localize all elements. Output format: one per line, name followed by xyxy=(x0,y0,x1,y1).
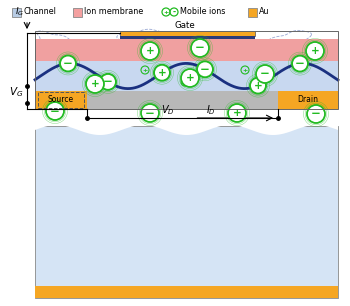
Text: −: − xyxy=(50,105,60,118)
Bar xyxy=(278,91,338,109)
Text: Ion membrane: Ion membrane xyxy=(84,8,143,17)
Polygon shape xyxy=(268,30,312,51)
Bar xyxy=(35,31,338,109)
Text: +: + xyxy=(146,46,154,56)
Circle shape xyxy=(141,104,159,122)
Circle shape xyxy=(86,75,104,93)
Bar xyxy=(12,8,21,17)
Text: +: + xyxy=(254,80,262,91)
Circle shape xyxy=(100,74,116,90)
Text: $V_G$: $V_G$ xyxy=(9,86,23,99)
Bar xyxy=(35,126,338,298)
Text: $I_D$: $I_D$ xyxy=(205,103,215,117)
Polygon shape xyxy=(216,52,264,70)
Circle shape xyxy=(46,102,64,120)
Polygon shape xyxy=(292,49,330,69)
Bar xyxy=(35,39,338,61)
Text: −: − xyxy=(63,57,73,70)
Circle shape xyxy=(306,42,324,60)
Text: +: + xyxy=(182,80,188,84)
Circle shape xyxy=(60,55,76,72)
Polygon shape xyxy=(178,75,224,95)
Circle shape xyxy=(256,65,274,83)
Polygon shape xyxy=(105,80,155,97)
Circle shape xyxy=(191,39,209,57)
Bar xyxy=(38,92,84,108)
Circle shape xyxy=(197,61,213,77)
Bar xyxy=(120,31,255,36)
Text: Au: Au xyxy=(259,8,270,17)
Text: +: + xyxy=(233,108,241,118)
Bar xyxy=(73,8,82,17)
Text: Source: Source xyxy=(48,95,74,105)
Text: Mobile ions: Mobile ions xyxy=(180,8,225,17)
Text: +: + xyxy=(186,73,194,83)
Text: Drain: Drain xyxy=(298,95,318,105)
Bar xyxy=(35,91,87,109)
Text: −: − xyxy=(103,75,113,88)
Text: +: + xyxy=(163,9,169,14)
Text: Gate: Gate xyxy=(175,21,195,31)
Bar xyxy=(35,61,338,91)
Text: −: − xyxy=(195,42,205,54)
Circle shape xyxy=(250,78,266,94)
Text: +: + xyxy=(142,68,148,73)
Text: +: + xyxy=(158,68,166,78)
Circle shape xyxy=(292,56,308,72)
Text: +: + xyxy=(88,80,93,84)
Text: −: − xyxy=(311,107,321,121)
Text: -: - xyxy=(173,8,176,17)
Text: +: + xyxy=(91,79,99,89)
Polygon shape xyxy=(248,76,292,96)
Text: Channel: Channel xyxy=(23,8,56,17)
Text: −: − xyxy=(145,106,155,120)
Polygon shape xyxy=(117,29,163,47)
Text: −: − xyxy=(200,63,210,76)
Bar xyxy=(248,8,257,17)
Bar xyxy=(35,91,338,109)
Text: +: + xyxy=(242,68,248,73)
Text: $I_G$: $I_G$ xyxy=(15,6,24,18)
Text: −: − xyxy=(260,68,270,80)
Text: −: − xyxy=(295,57,305,70)
Polygon shape xyxy=(48,71,89,92)
Circle shape xyxy=(307,105,325,123)
Bar xyxy=(120,36,255,39)
Circle shape xyxy=(141,42,159,60)
Circle shape xyxy=(228,104,246,122)
Polygon shape xyxy=(35,124,338,135)
Polygon shape xyxy=(74,48,116,67)
Polygon shape xyxy=(37,31,75,51)
Circle shape xyxy=(181,69,199,87)
Polygon shape xyxy=(139,47,192,66)
Circle shape xyxy=(154,65,170,81)
Text: +: + xyxy=(311,46,319,56)
Text: $V_D$: $V_D$ xyxy=(161,103,174,117)
Bar xyxy=(35,286,338,298)
Polygon shape xyxy=(185,33,236,51)
